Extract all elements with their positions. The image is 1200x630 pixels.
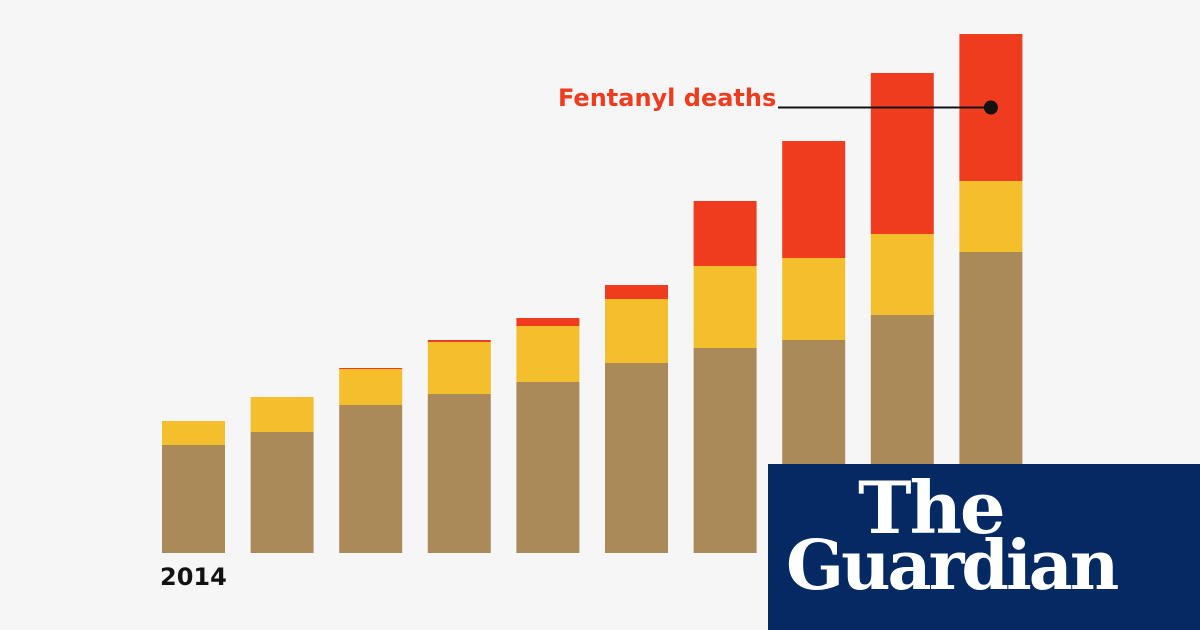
bar-2020-series-2 [693, 201, 757, 266]
bar-2014-series-1 [162, 421, 225, 445]
bar-2015-series-1 [250, 397, 314, 432]
x-tick-label-2014: 2014 [160, 563, 227, 591]
bar-2016-series-1 [339, 369, 403, 405]
bar-2020-series-0 [693, 348, 757, 553]
bar-2015-series-0 [250, 432, 314, 553]
bar-2014-series-0 [162, 445, 225, 553]
bar-2017-series-2 [427, 340, 491, 342]
bar-2019-series-0 [605, 363, 668, 553]
bar-2022-series-1 [870, 234, 934, 315]
bar-2021-series-2 [782, 141, 846, 258]
bar-2019-series-2 [605, 285, 668, 299]
bar-2018-series-1 [516, 326, 580, 382]
bar-2018-series-2 [516, 318, 580, 326]
bar-2017-series-1 [427, 342, 491, 394]
bar-2016-series-2 [339, 368, 403, 369]
logo-line-the: The [858, 465, 1006, 550]
logo-line-guardian: Guardian [786, 526, 1119, 606]
bar-2016-series-0 [339, 405, 403, 553]
fentanyl-deaths-annotation: Fentanyl deaths [558, 84, 777, 112]
annotation-dot [983, 100, 998, 115]
bar-2021-series-1 [782, 258, 846, 340]
bar-2019-series-1 [605, 299, 668, 363]
bar-2023-series-1 [959, 181, 1023, 252]
guardian-logo: The Guardian [768, 464, 1200, 630]
bar-2022-series-2 [870, 73, 934, 234]
bar-2017-series-0 [427, 394, 491, 553]
bar-2018-series-0 [516, 382, 580, 553]
bar-2020-series-1 [693, 266, 757, 348]
